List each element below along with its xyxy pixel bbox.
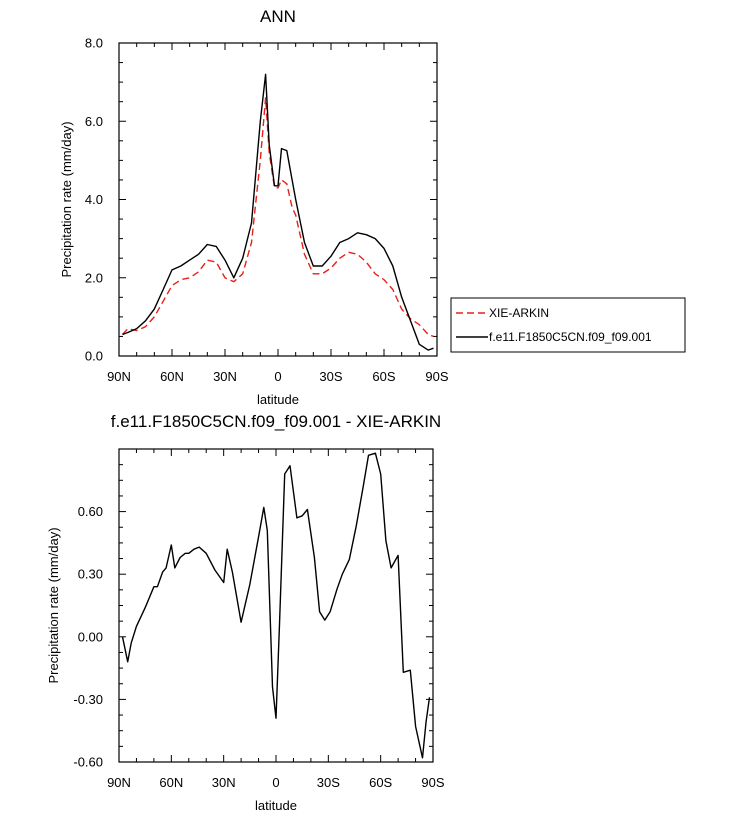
plot-frame bbox=[118, 42, 438, 357]
x-tick-label: 0 bbox=[274, 369, 281, 384]
x-tick-labels: 90N 60N 30N 0 30S 60S 90S bbox=[107, 369, 449, 384]
chart-title: ANN bbox=[260, 7, 296, 26]
y-tick-label: 0.00 bbox=[78, 629, 103, 644]
y-tick-label: 0.60 bbox=[78, 504, 103, 519]
x-tick-label: 0 bbox=[272, 775, 279, 790]
difference-chart-title: f.e11.F1850C5CN.f09_f09.001 - XIE-ARKIN bbox=[111, 412, 441, 431]
x-axis-label: latitude bbox=[255, 798, 297, 813]
x-axis-label: latitude bbox=[257, 392, 299, 407]
y-tick-label: 2.0 bbox=[85, 270, 103, 285]
y-tick-labels: -0.60 -0.30 0.00 0.30 0.60 bbox=[73, 504, 103, 769]
axis-ticks bbox=[118, 42, 438, 357]
x-tick-label: 60S bbox=[369, 775, 392, 790]
y-axis-label: Precipitation rate (mm/day) bbox=[59, 121, 74, 277]
series-lines bbox=[121, 452, 431, 759]
x-tick-label: 90S bbox=[425, 369, 448, 384]
y-tick-label: -0.60 bbox=[73, 755, 103, 770]
y-tick-label: 4.0 bbox=[85, 192, 103, 207]
x-tick-label: 90N bbox=[107, 775, 131, 790]
y-tick-label: -0.30 bbox=[73, 692, 103, 707]
y-tick-labels: 0.0 2.0 4.0 6.0 8.0 bbox=[85, 36, 103, 364]
y-tick-label: 0.30 bbox=[78, 567, 103, 582]
legend-label-model: f.e11.F1850C5CN.f09_f09.001 bbox=[489, 330, 652, 344]
x-tick-labels: 90N 60N 30N 0 30S 60S 90S bbox=[107, 775, 445, 790]
x-tick-label: 90N bbox=[107, 369, 131, 384]
x-tick-label: 30S bbox=[319, 369, 342, 384]
legend: XIE-ARKIN f.e11.F1850C5CN.f09_f09.001 bbox=[450, 297, 686, 353]
series-lines bbox=[121, 73, 434, 351]
series-line-xie-arkin bbox=[121, 97, 434, 338]
series-line-f-e11-f1850c5cn-f09-f09-001 bbox=[122, 73, 434, 351]
x-tick-label: 60S bbox=[372, 369, 395, 384]
x-tick-label: 60N bbox=[160, 369, 184, 384]
y-tick-label: 8.0 bbox=[85, 36, 103, 51]
x-tick-label: 30N bbox=[213, 369, 237, 384]
axis-ticks bbox=[118, 448, 434, 763]
panel-bottom: f.e11.F1850C5CN.f09_f09.001 - XIE-ARKIN … bbox=[46, 412, 445, 813]
y-tick-label: 6.0 bbox=[85, 114, 103, 129]
x-tick-label: 90S bbox=[421, 775, 444, 790]
y-axis-label: Precipitation rate (mm/day) bbox=[46, 527, 61, 683]
x-tick-label: 30S bbox=[317, 775, 340, 790]
legend-label-xie-arkin: XIE-ARKIN bbox=[489, 306, 549, 320]
x-tick-label: 30N bbox=[212, 775, 236, 790]
series-line-difference bbox=[121, 452, 431, 759]
y-tick-label: 0.0 bbox=[85, 349, 103, 364]
panel-top: ANN 0.02.04.06.08.0 90N 60N 30N 0 30S 60S 90S … bbox=[59, 7, 449, 407]
x-tick-label: 60N bbox=[159, 775, 183, 790]
legend-box bbox=[450, 297, 686, 353]
